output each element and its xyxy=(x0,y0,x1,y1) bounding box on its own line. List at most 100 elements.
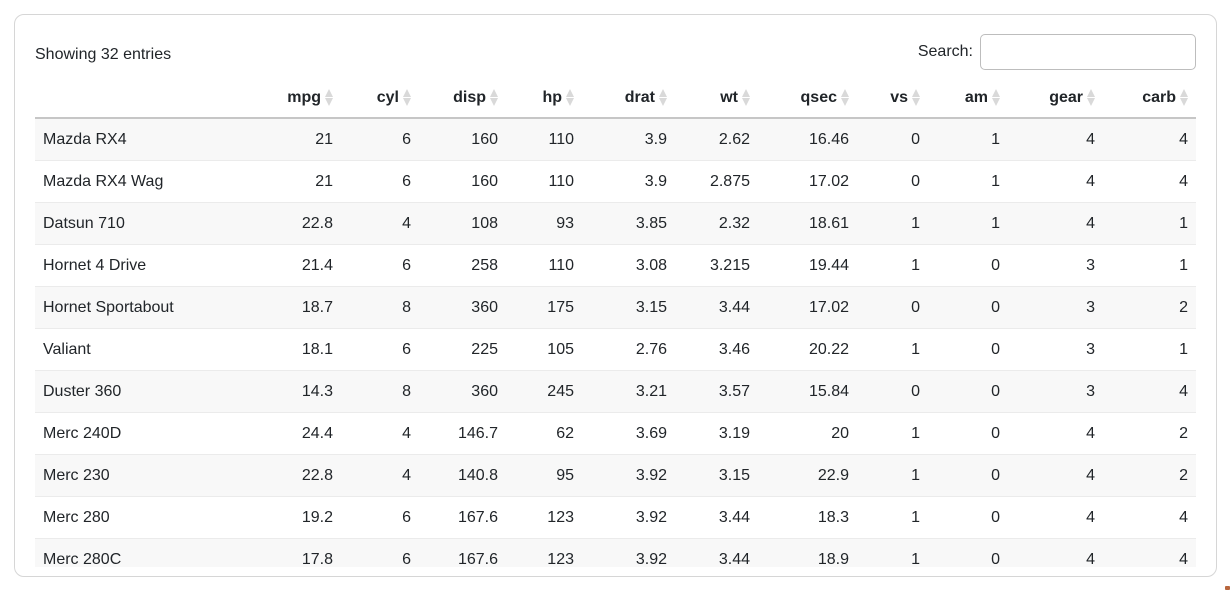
table-row: Merc 280 19.2 6 167.6 123 3.92 3.44 18.3 1 0 4 4 xyxy=(35,496,1196,539)
sort-icon xyxy=(659,89,667,106)
data-cell: 1 xyxy=(1103,328,1196,371)
data-cell: 3.15 xyxy=(582,286,675,329)
data-cell: 4 xyxy=(1008,496,1103,539)
data-cell: 3.92 xyxy=(582,538,675,567)
data-cell: 2.875 xyxy=(675,160,758,203)
column-header-mpg[interactable]: mpg xyxy=(231,78,341,119)
data-cell: 19.44 xyxy=(758,244,857,287)
column-label: vs xyxy=(890,89,908,106)
data-cell: 1 xyxy=(857,496,928,539)
data-cell: 4 xyxy=(341,454,419,497)
data-cell: 18.61 xyxy=(758,202,857,245)
data-cell: 0 xyxy=(857,370,928,413)
data-cell: 3.92 xyxy=(582,496,675,539)
data-cell: 2 xyxy=(1103,412,1196,455)
column-header-am[interactable]: am xyxy=(928,78,1008,119)
data-cell: 0 xyxy=(928,454,1008,497)
data-cell: 3.44 xyxy=(675,286,758,329)
data-cell: 0 xyxy=(857,118,928,161)
column-header-qsec[interactable]: qsec xyxy=(758,78,857,119)
data-cell: 160 xyxy=(419,160,506,203)
table-row: Merc 230 22.8 4 140.8 95 3.92 3.15 22.9 1 0 4 2 xyxy=(35,454,1196,497)
data-cell: 167.6 xyxy=(419,538,506,567)
data-cell: 3.19 xyxy=(675,412,758,455)
data-cell: 3.215 xyxy=(675,244,758,287)
corner-artifact xyxy=(1225,586,1230,590)
data-cell: 0 xyxy=(857,286,928,329)
data-cell: 3.21 xyxy=(582,370,675,413)
data-cell: 0 xyxy=(857,160,928,203)
row-name-cell: Valiant xyxy=(35,328,231,371)
column-label: wt xyxy=(720,89,738,106)
data-cell: 20.22 xyxy=(758,328,857,371)
data-cell: 3 xyxy=(1008,286,1103,329)
data-cell: 3.69 xyxy=(582,412,675,455)
data-cell: 6 xyxy=(341,118,419,161)
data-cell: 0 xyxy=(928,328,1008,371)
data-cell: 17.8 xyxy=(231,538,341,567)
column-header-vs[interactable]: vs xyxy=(857,78,928,119)
data-cell: 110 xyxy=(506,118,582,161)
data-cell: 4 xyxy=(1103,496,1196,539)
data-cell: 1 xyxy=(857,538,928,567)
data-cell: 245 xyxy=(506,370,582,413)
data-cell: 6 xyxy=(341,244,419,287)
column-label: carb xyxy=(1142,89,1176,106)
data-cell: 258 xyxy=(419,244,506,287)
data-cell: 1 xyxy=(928,202,1008,245)
row-name-cell: Datsun 710 xyxy=(35,202,231,245)
column-header-wt[interactable]: wt xyxy=(675,78,758,119)
data-cell: 1 xyxy=(928,160,1008,203)
search-input[interactable] xyxy=(980,34,1196,70)
row-name-cell: Merc 240D xyxy=(35,412,231,455)
column-header-hp[interactable]: hp xyxy=(506,78,582,119)
data-cell: 1 xyxy=(928,118,1008,161)
data-cell: 21.4 xyxy=(231,244,341,287)
data-cell: 1 xyxy=(857,454,928,497)
column-header-gear[interactable]: gear xyxy=(1008,78,1103,119)
data-cell: 15.84 xyxy=(758,370,857,413)
column-header-disp[interactable]: disp xyxy=(419,78,506,119)
table-row: Duster 360 14.3 8 360 245 3.21 3.57 15.84 0 0 3 4 xyxy=(35,370,1196,413)
data-cell: 146.7 xyxy=(419,412,506,455)
data-cell: 3 xyxy=(1008,370,1103,413)
row-name-cell: Merc 230 xyxy=(35,454,231,497)
data-cell: 3.9 xyxy=(582,118,675,161)
data-cell: 22.8 xyxy=(231,202,341,245)
data-cell: 3.57 xyxy=(675,370,758,413)
data-cell: 167.6 xyxy=(419,496,506,539)
data-cell: 93 xyxy=(506,202,582,245)
table-row: Merc 280C 17.8 6 167.6 123 3.92 3.44 18.9 1 0 4 4 xyxy=(35,538,1196,567)
data-cell: 123 xyxy=(506,538,582,567)
data-cell: 17.02 xyxy=(758,160,857,203)
data-cell: 95 xyxy=(506,454,582,497)
data-cell: 19.2 xyxy=(231,496,341,539)
data-cell: 6 xyxy=(341,160,419,203)
data-cell: 17.02 xyxy=(758,286,857,329)
data-cell: 8 xyxy=(341,286,419,329)
data-cell: 1 xyxy=(857,412,928,455)
data-cell: 108 xyxy=(419,202,506,245)
data-cell: 6 xyxy=(341,496,419,539)
data-cell: 160 xyxy=(419,118,506,161)
table-scroll-area: mpg cyl disp hp drat wt qsec vs am gear carb Mazda… xyxy=(35,78,1196,567)
data-cell: 4 xyxy=(1103,160,1196,203)
data-cell: 3.85 xyxy=(582,202,675,245)
column-header-cyl[interactable]: cyl xyxy=(341,78,419,119)
data-cell: 0 xyxy=(928,496,1008,539)
table-row: Hornet 4 Drive 21.4 6 258 110 3.08 3.215 19.44 1… xyxy=(35,244,1196,287)
data-cell: 2.62 xyxy=(675,118,758,161)
column-label: am xyxy=(964,89,988,106)
row-name-cell: Duster 360 xyxy=(35,370,231,413)
data-cell: 0 xyxy=(928,538,1008,567)
data-cell: 4 xyxy=(1008,118,1103,161)
column-header-drat[interactable]: drat xyxy=(582,78,675,119)
data-cell: 123 xyxy=(506,496,582,539)
data-cell: 0 xyxy=(928,370,1008,413)
column-header-carb[interactable]: carb xyxy=(1103,78,1196,119)
data-cell: 3.08 xyxy=(582,244,675,287)
data-cell: 1 xyxy=(1103,202,1196,245)
data-table-card: Showing 32 entries Search: m xyxy=(14,14,1217,577)
data-cell: 16.46 xyxy=(758,118,857,161)
data-cell: 3 xyxy=(1008,328,1103,371)
